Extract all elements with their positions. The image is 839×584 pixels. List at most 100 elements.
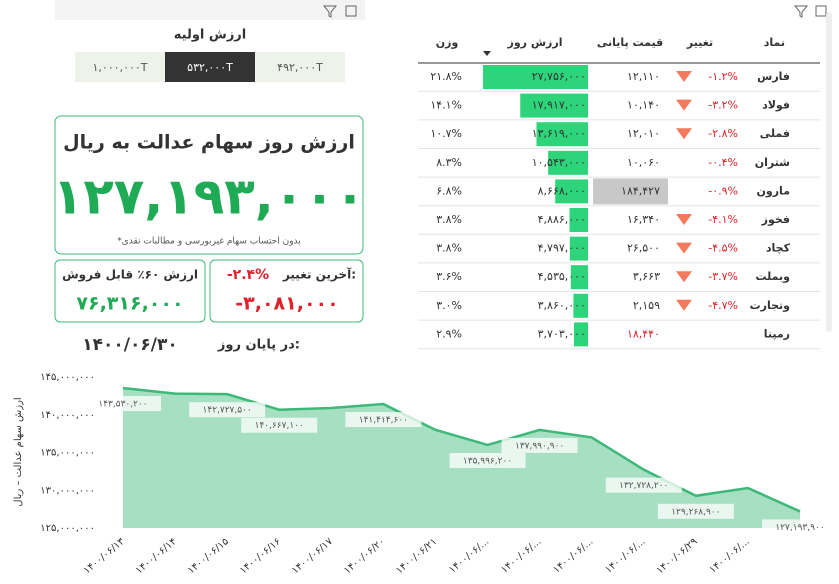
x-tick-label: ۱۴۰۰/۰۶/... bbox=[603, 536, 647, 576]
data-label-bg bbox=[85, 396, 161, 412]
value-bar bbox=[569, 208, 588, 232]
data-label: ۱۳۲,۷۲۸,۲۰۰ bbox=[619, 481, 668, 491]
data-label: ۱۲۷,۱۹۳,۹۰۰ bbox=[775, 523, 824, 533]
change-percent: -۲.۴% bbox=[227, 267, 269, 283]
price: ۱۲,۱۱۰ bbox=[627, 70, 660, 83]
day-value: ۱۷,۹۱۷,۰۰۰ bbox=[532, 99, 586, 112]
x-tick-label: ۱۴۰۰/۰۶/۱۷ bbox=[290, 536, 336, 577]
slicer-option-label[interactable]: ۱,۰۰۰,۰۰۰T bbox=[92, 61, 147, 74]
data-label: ۱۳۷,۹۹۰,۹۰۰ bbox=[515, 441, 564, 451]
data-label-bg bbox=[657, 503, 734, 519]
data-label: ۱۴۰,۶۶۷,۱۰۰ bbox=[255, 421, 304, 431]
down-arrow bbox=[676, 71, 692, 82]
x-tick-label: ۱۴۰۰/۰۶/۲۹ bbox=[655, 536, 700, 576]
weight: ۲۱.۸% bbox=[430, 70, 462, 83]
data-label: ۱۳۵,۹۹۶,۲۰۰ bbox=[463, 456, 512, 466]
data-label-bg bbox=[449, 452, 526, 468]
column-header[interactable]: قیمت پایانی bbox=[597, 36, 663, 49]
data-label-bg bbox=[189, 402, 266, 418]
change: -۴.۱% bbox=[708, 213, 738, 226]
column-header[interactable]: وزن bbox=[436, 36, 459, 49]
focus-icon[interactable] bbox=[815, 5, 827, 17]
slicer-option[interactable] bbox=[75, 52, 165, 82]
value-bar bbox=[536, 122, 588, 147]
y-tick-label: ۱۲۵,۰۰۰,۰۰۰ bbox=[40, 523, 95, 534]
x-tick-label: ۱۴۰۰/۰۶/... bbox=[708, 536, 752, 576]
symbol: شتران bbox=[755, 156, 790, 169]
change: -۳.۷% bbox=[708, 270, 738, 283]
symbol: رمپنا bbox=[764, 327, 790, 340]
header-strip bbox=[55, 0, 365, 20]
symbol: فولاد bbox=[762, 99, 790, 112]
down-arrow bbox=[676, 299, 692, 311]
slicer-option-label[interactable]: ۴۹۲,۰۰۰T bbox=[277, 61, 323, 74]
day-value: ۱۳,۶۱۹,۰۰۰ bbox=[532, 127, 586, 140]
x-tick-label: ۱۴۰۰/۰۶/۲۰ bbox=[342, 536, 387, 576]
day-value: ۱۰,۵۴۳,۰۰۰ bbox=[532, 156, 586, 169]
slicer-option[interactable] bbox=[165, 52, 255, 82]
value-card bbox=[54, 115, 364, 255]
down-arrow bbox=[676, 271, 692, 283]
day-value: ۲۷,۷۵۶,۰۰۰ bbox=[532, 70, 586, 83]
data-label: ۱۴۲,۷۲۷,۵۰۰ bbox=[203, 406, 252, 416]
slicer-title: ارزش اولیه bbox=[174, 28, 247, 43]
focus-icon[interactable] bbox=[345, 5, 357, 17]
change: -۴.۷% bbox=[708, 299, 738, 312]
sellable-title: ارزش ۶۰٪ قابل فروش bbox=[62, 268, 198, 283]
y-tick-label: ۱۳۰,۰۰۰,۰۰۰ bbox=[40, 485, 95, 496]
column-header[interactable]: تغییر bbox=[686, 36, 713, 49]
end-label: در پایان روز: bbox=[217, 338, 300, 353]
change: -۲.۸% bbox=[708, 127, 738, 140]
data-label-bg bbox=[605, 477, 682, 493]
change: -۴.۵% bbox=[708, 242, 738, 255]
value-bar bbox=[520, 93, 588, 118]
data-label: ۱۴۳,۵۳۰,۲۰۰ bbox=[98, 400, 147, 410]
weight: ۶.۸% bbox=[436, 184, 462, 197]
symbol: مارون bbox=[757, 184, 791, 197]
line bbox=[122, 386, 801, 513]
price: ۱۸۴,۴۲۷ bbox=[621, 184, 660, 197]
price: ۱۰,۰۶۰ bbox=[627, 156, 660, 169]
data-label-bg bbox=[345, 412, 422, 428]
value-bar bbox=[570, 265, 588, 290]
value-bar bbox=[548, 150, 588, 175]
weight: ۳.۸% bbox=[436, 242, 462, 255]
slicer-option[interactable] bbox=[255, 52, 345, 82]
x-tick-label: ۱۴۰۰/۰۶/۱۳ bbox=[82, 536, 128, 577]
x-tick-label: ۱۴۰۰/۰۶/۲۱ bbox=[394, 536, 439, 576]
day-value: ۸,۶۶۸,۰۰۰ bbox=[538, 184, 586, 197]
weight: ۸.۳% bbox=[436, 156, 462, 169]
card-value: ۱۲۷,۱۹۳,۰۰۰ bbox=[53, 168, 366, 226]
price: ۱۲,۰۱۰ bbox=[627, 127, 660, 140]
sellable-card bbox=[54, 259, 206, 323]
x-tick-label: ۱۴۰۰/۰۶/... bbox=[499, 536, 543, 576]
y-tick-label: ۱۴۰,۰۰۰,۰۰۰ bbox=[40, 410, 95, 421]
price: ۲,۱۵۹ bbox=[633, 299, 660, 312]
weight: ۱۰.۷% bbox=[430, 127, 462, 140]
end-date: ۱۴۰۰/۰۶/۳۰ bbox=[82, 335, 177, 355]
day-value: ۴,۵۳۵,۰۰۰ bbox=[538, 270, 586, 283]
change: -۳.۲% bbox=[708, 99, 738, 112]
column-header[interactable]: نماد bbox=[764, 36, 785, 49]
sort-indicator[interactable] bbox=[483, 51, 491, 56]
day-value: ۳,۸۶۰,۰۰۰ bbox=[538, 299, 586, 312]
down-arrow bbox=[676, 128, 692, 140]
change-card bbox=[209, 259, 364, 323]
price: ۱۰,۱۴۰ bbox=[627, 99, 660, 112]
symbol: وبملت bbox=[756, 270, 791, 283]
down-arrow bbox=[676, 214, 692, 225]
weight: ۳.۸% bbox=[436, 213, 462, 226]
scrollbar[interactable] bbox=[826, 12, 832, 332]
filter-icon[interactable] bbox=[322, 5, 338, 18]
column-header[interactable]: ارزش روز bbox=[507, 36, 563, 49]
x-tick-label: ۱۴۰۰/۰۶/... bbox=[551, 536, 595, 576]
price: ۱۶,۳۴۰ bbox=[627, 213, 660, 226]
data-label-bg bbox=[501, 437, 578, 453]
change: -۰.۴% bbox=[708, 156, 738, 169]
weight: ۳.۶% bbox=[436, 270, 462, 283]
filter-icon[interactable] bbox=[793, 5, 809, 18]
card-title: ارزش روز سهام عدالت به ریال bbox=[63, 132, 355, 154]
change: -۱.۲% bbox=[708, 70, 738, 83]
slicer-option-label[interactable]: ۵۳۲,۰۰۰T bbox=[187, 61, 233, 74]
